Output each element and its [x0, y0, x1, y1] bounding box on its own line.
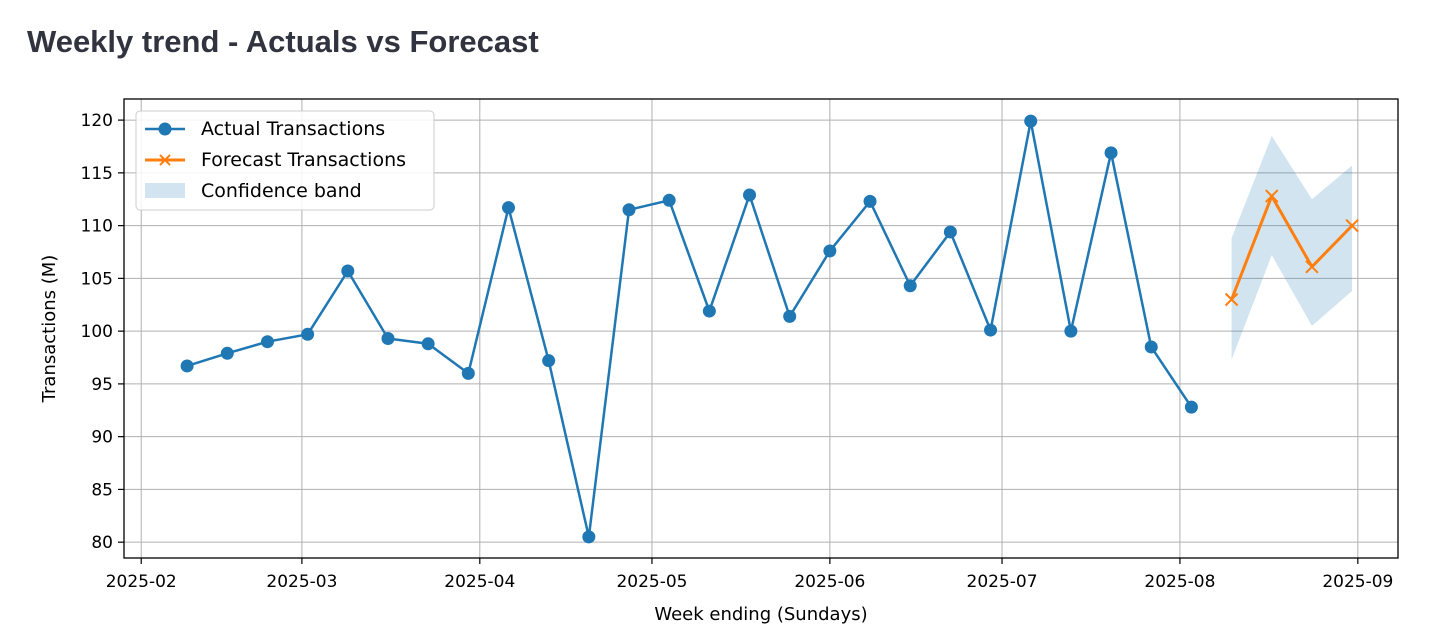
legend-item-forecast: Forecast Transactions — [145, 149, 406, 171]
legend-item-actual: Actual Transactions — [145, 118, 385, 140]
actual-point — [421, 337, 435, 351]
series-layer — [180, 114, 1359, 544]
x-tick-label: 2025-09 — [1322, 572, 1393, 592]
actual-point — [582, 530, 596, 544]
legend-actual-marker — [158, 122, 172, 136]
actual-point — [662, 193, 676, 207]
actual-point — [220, 346, 234, 360]
y-axis-label: Transactions (M) — [39, 255, 60, 404]
actual-point — [501, 201, 515, 215]
legend-band-swatch — [145, 183, 185, 198]
x-tick-label: 2025-08 — [1144, 572, 1215, 592]
y-tick-label: 100 — [81, 322, 113, 342]
actual-point — [622, 203, 636, 217]
forecast-point — [1305, 260, 1319, 274]
actual-point — [984, 323, 998, 337]
legend-forecast-label: Forecast Transactions — [201, 149, 406, 171]
x-tick-label: 2025-06 — [794, 572, 865, 592]
forecast-series-line — [1230, 194, 1354, 301]
y-tick-label: 85 — [91, 480, 113, 500]
actual-point — [542, 354, 556, 368]
legend-actual-label: Actual Transactions — [201, 118, 385, 140]
actual-point — [863, 194, 877, 208]
actual-point — [1024, 114, 1038, 128]
x-tick-label: 2025-03 — [266, 572, 337, 592]
actual-point — [301, 327, 315, 341]
legend-forecast-marker — [159, 154, 171, 166]
actual-point — [461, 366, 475, 380]
actual-point — [260, 335, 274, 349]
forecast-point — [1345, 218, 1359, 233]
page-title: Weekly trend - Actuals vs Forecast — [27, 24, 539, 59]
actual-point — [903, 279, 917, 293]
actual-point — [702, 304, 716, 318]
forecast-point — [1265, 189, 1279, 203]
actual-series-line — [186, 119, 1193, 539]
forecast-point — [1224, 292, 1239, 307]
actual-point — [1184, 400, 1198, 414]
x-axis-label: Week ending (Sundays) — [654, 604, 867, 625]
legend-box — [135, 110, 435, 211]
actual-point — [180, 359, 194, 373]
confidence-band — [1231, 135, 1353, 360]
actual-point — [943, 225, 957, 239]
y-tick-label: 115 — [81, 164, 113, 184]
legend: Actual Transactions Forecast Transaction… — [135, 110, 435, 211]
actual-point — [341, 264, 355, 278]
ticks-layer: 2025-02 2025-03 2025-04 2025-05 2025-06 2025-… — [81, 111, 1394, 592]
y-tick-label: 80 — [91, 533, 113, 553]
actual-point — [381, 332, 395, 346]
actual-point — [1144, 340, 1158, 354]
plot-frame — [123, 98, 1399, 559]
x-tick-label: 2025-07 — [967, 572, 1038, 592]
actual-point — [1104, 146, 1118, 160]
y-tick-label: 105 — [81, 269, 113, 289]
actual-point — [783, 309, 797, 323]
legend-item-band: Confidence band — [145, 180, 362, 202]
x-tick-label: 2025-02 — [106, 572, 177, 592]
actual-point — [1064, 324, 1078, 338]
y-tick-label: 90 — [91, 428, 113, 448]
actual-point — [743, 188, 757, 202]
confidence-band-layer — [1231, 135, 1353, 360]
x-tick-label: 2025-05 — [616, 572, 687, 592]
y-tick-label: 95 — [91, 375, 113, 395]
y-tick-label: 120 — [81, 111, 113, 131]
x-tick-label: 2025-04 — [444, 572, 515, 592]
y-tick-label: 110 — [81, 217, 113, 237]
legend-band-label: Confidence band — [201, 180, 362, 202]
actual-point — [823, 244, 837, 258]
